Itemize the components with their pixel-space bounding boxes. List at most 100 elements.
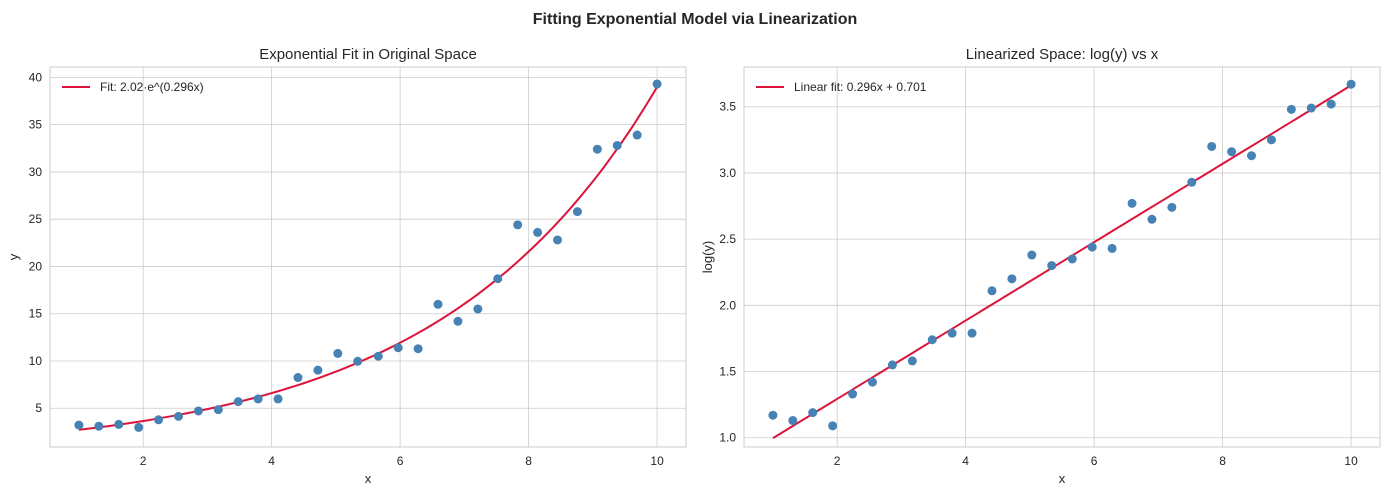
data-point [173,411,183,421]
y-tick-label: 2.0 [719,298,736,312]
data-point [947,328,957,338]
data-point [213,405,223,415]
x-tick-label: 4 [268,454,275,468]
data-point [1047,261,1057,271]
data-point [1107,243,1117,253]
fit-line [772,84,1352,439]
plot-title: Linearized Space: log(y) vs x [966,46,1159,63]
y-tick-label: 5 [35,401,42,415]
data-point [1187,177,1197,187]
axes-frame [743,66,1381,448]
right-plot: 2 4 6 8 10 1.0 1.5 2.0 2.5 3.0 3.5 Linearized Space… [700,46,1381,486]
data-point [493,274,503,284]
x-tick-label: 2 [834,454,841,468]
x-axis-label: x [365,471,372,486]
legend-label: Linear fit: 0.296x + 0.701 [794,80,927,94]
data-point [134,422,144,432]
data-point [193,406,203,416]
data-point [1306,103,1316,113]
data-point [1286,104,1296,114]
x-tick-label: 6 [397,454,404,468]
data-point [828,421,838,431]
data-point [1227,147,1237,157]
data-point [612,140,622,150]
y-axis-label: y [6,253,21,260]
data-point [632,130,642,140]
x-tick-label: 4 [962,454,969,468]
y-tick-label: 1.0 [719,431,736,445]
y-tick-label: 25 [29,212,43,226]
y-tick-label: 10 [29,354,43,368]
data-point [768,410,778,420]
data-point [233,397,243,407]
x-tick-label: 6 [1091,454,1098,468]
data-point [1167,202,1177,212]
data-point [1147,214,1157,224]
data-point [453,316,463,326]
x-tick-label: 10 [1344,454,1358,468]
left-plot: 2 4 6 8 10 5 10 15 20 25 30 35 40 Exponential Fit in … [6,46,687,486]
x-axis-label: x [1059,471,1066,486]
y-tick-label: 2.5 [719,232,736,246]
data-point [887,360,897,370]
y-tick-label: 15 [29,307,43,321]
x-tick-label: 8 [525,454,532,468]
data-point [572,207,582,217]
y-tick-label: 35 [29,118,43,132]
data-point [1087,242,1097,252]
data-point [848,389,858,399]
data-point [393,343,403,353]
data-point [1067,254,1077,264]
data-point [592,144,602,154]
data-point [74,420,84,430]
data-point [333,348,343,358]
data-point [293,373,303,383]
data-point [373,351,383,361]
data-point [413,344,423,354]
data-point [1266,135,1276,145]
data-point [1007,274,1017,284]
data-point [1247,151,1257,161]
data-point [94,421,104,431]
data-point [967,328,977,338]
figure-title: Fitting Exponential Model via Linearizat… [533,11,857,28]
data-point [114,419,124,429]
plot-title: Exponential Fit in Original Space [259,46,477,63]
data-point [273,394,283,404]
y-axis-label: log(y) [700,241,715,274]
data-point [1207,141,1217,151]
data-point [652,79,662,89]
data-point [433,299,443,309]
data-point [1027,250,1037,260]
x-tick-label: 2 [140,454,147,468]
data-point [987,286,997,296]
y-tick-label: 40 [29,70,43,84]
data-point [553,235,563,245]
data-point [1127,198,1137,208]
data-point [353,356,363,366]
data-point [1346,79,1356,89]
data-point [927,335,937,345]
data-point [907,356,917,366]
x-tick-label: 10 [650,454,664,468]
y-tick-label: 30 [29,165,43,179]
legend-label: Fit: 2.02·e^(0.296x) [100,80,204,94]
y-tick-label: 3.5 [719,100,736,114]
y-tick-label: 1.5 [719,365,736,379]
data-point [867,377,877,387]
data-point [473,304,483,314]
axes-frame [49,66,687,448]
data-point [154,415,164,425]
data-point [788,416,798,426]
data-point [533,227,543,237]
data-point [513,220,523,230]
y-tick-label: 3.0 [719,166,736,180]
x-tick-label: 8 [1219,454,1226,468]
y-tick-label: 20 [29,259,43,273]
data-point [1326,99,1336,109]
data-point [313,365,323,375]
fit-line [78,86,658,431]
data-point [253,394,263,404]
data-point [808,408,818,418]
